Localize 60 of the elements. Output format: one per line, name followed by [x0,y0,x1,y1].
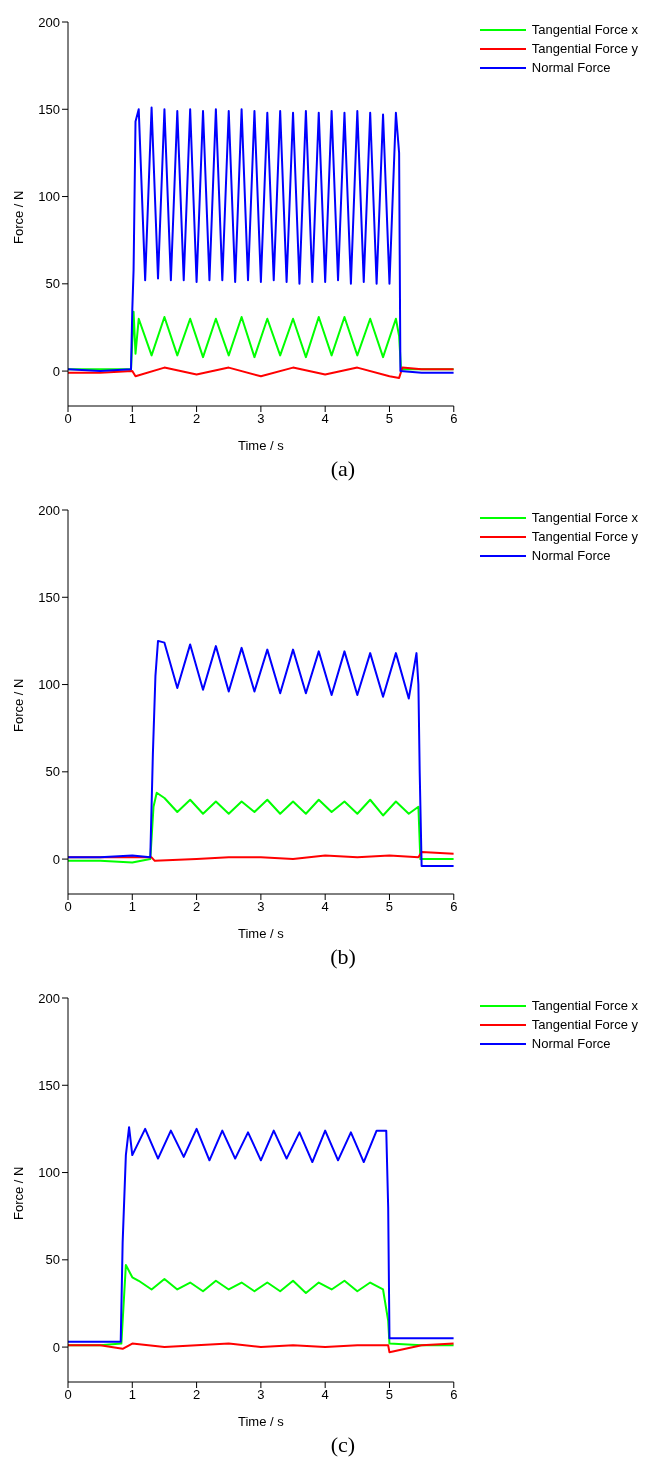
y-tick-label: 50 [45,764,60,780]
x-tick-label: 0 [64,411,72,427]
y-tick-label: 150 [38,101,60,117]
x-tick-label: 5 [385,1387,394,1403]
y-tick-label: 100 [38,189,60,205]
line-series [68,106,454,374]
x-tick-label: 2 [192,899,201,915]
x-tick-label: 6 [450,1387,458,1403]
x-tick-label: 4 [321,411,329,427]
text: (b) [329,944,357,970]
x-tick-label: 1 [128,1387,136,1403]
legend-label: Tangential Force x [531,998,638,1013]
y-tick-label: 200 [38,990,60,1006]
y-axis-title: Force / N [10,1166,26,1220]
y-tick-label: 50 [45,276,60,292]
x-axis-title: Time / s [238,1414,285,1429]
x-tick-label: 4 [321,1387,329,1403]
text: (a) [329,456,357,482]
y-axis-title: Force / N [10,678,26,732]
y-tick-label: 150 [38,1077,60,1093]
legend-label: Tangential Force x [531,22,638,37]
legend-label: Normal Force [531,60,611,75]
line-series [68,366,454,380]
y-tick-label: 0 [52,363,60,379]
x-tick-label: 1 [128,899,136,915]
y-tick-label: 100 [38,1165,60,1181]
x-tick-label: 0 [64,1387,72,1403]
x-tick-label: 2 [192,1387,201,1403]
x-tick-label: 0 [64,899,72,915]
x-tick-label: 6 [450,411,458,427]
legend-label: Tangential Force x [531,510,638,525]
x-tick-label: 3 [257,1387,265,1403]
x-axis-title: Time / s [238,438,285,453]
legend-label: Tangential Force y [531,41,638,56]
x-tick-label: 1 [128,411,136,427]
text: (c) [329,1432,357,1458]
x-tick-label: 5 [385,899,394,915]
y-tick-label: 100 [38,677,60,693]
x-tick-label: 3 [257,899,265,915]
line-series [68,639,454,868]
x-tick-label: 3 [257,411,265,427]
y-tick-label: 200 [38,14,60,30]
x-tick-label: 2 [192,411,201,427]
x-axis-title: Time / s [238,926,285,941]
y-tick-label: 50 [45,1252,60,1268]
line-series [68,791,454,864]
y-tick-label: 200 [38,502,60,518]
legend-label: Normal Force [531,548,611,563]
x-tick-label: 4 [321,899,329,915]
x-tick-label: 6 [450,899,458,915]
legend-label: Tangential Force y [531,1017,638,1032]
legend-label: Normal Force [531,1036,611,1051]
y-tick-label: 0 [52,851,60,867]
y-axis-title: Force / N [10,190,26,244]
y-tick-label: 150 [38,589,60,605]
x-tick-label: 5 [385,411,394,427]
legend-label: Tangential Force y [531,529,638,544]
line-series [68,1342,454,1354]
y-tick-label: 0 [52,1339,60,1355]
line-series [68,1126,454,1343]
